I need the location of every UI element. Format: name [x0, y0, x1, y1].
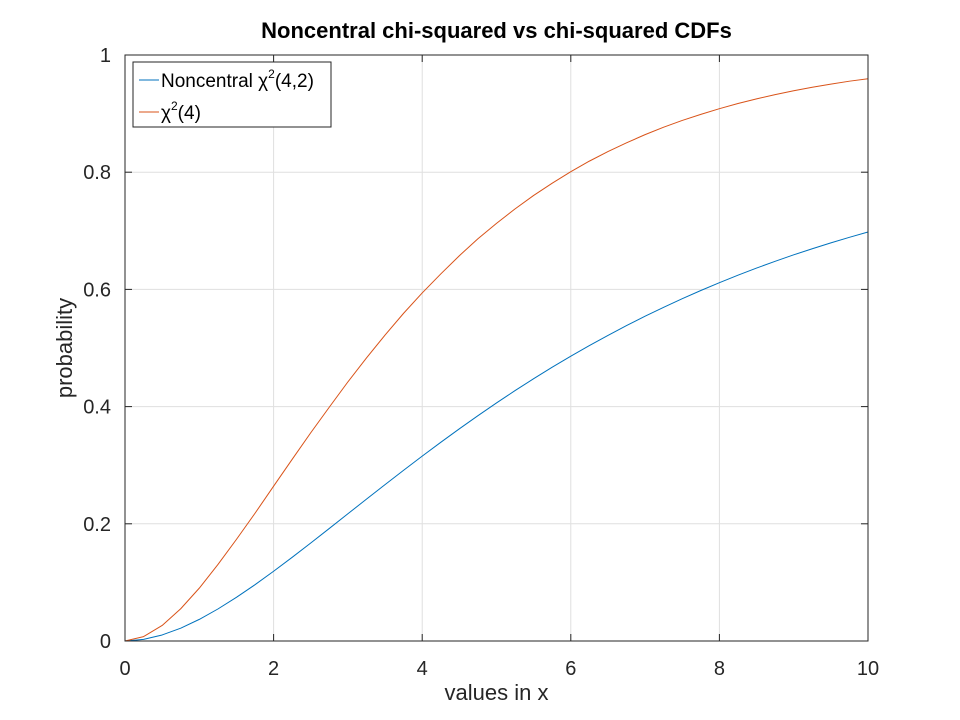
y-tick-label: 1 — [100, 45, 111, 67]
legend-label-1: χ2(4) — [161, 99, 201, 124]
chart-title: Noncentral chi-squared vs chi-squared CD… — [261, 18, 732, 43]
axis-ticks: 0 2 4 6 8 10 0 0.2 0.4 0.6 0.8 1 — [83, 45, 879, 680]
legend-label-text: χ — [161, 103, 171, 124]
legend-label-suffix: (4,2) — [275, 71, 314, 92]
x-tick-label: 6 — [565, 658, 576, 680]
axes-box — [124, 54, 869, 642]
series-line-0 — [124, 231, 869, 642]
legend-label-superscript: 2 — [171, 99, 178, 113]
x-tick-label: 8 — [714, 658, 725, 680]
x-tick-label: 4 — [417, 658, 428, 680]
series-line-1 — [124, 78, 869, 642]
x-tick-label: 10 — [857, 658, 879, 680]
legend-label-text: Noncentral χ — [161, 71, 268, 92]
legend-box — [132, 61, 332, 128]
series-lines — [124, 78, 869, 642]
legend-label-suffix: (4) — [178, 103, 201, 124]
legend-label-0: Noncentral χ2(4,2) — [161, 67, 314, 92]
y-axis-label: probability — [52, 298, 77, 398]
legend-label-superscript: 2 — [268, 67, 275, 81]
x-tick-label: 2 — [268, 658, 279, 680]
x-axis-label: values in x — [445, 680, 549, 705]
x-tick-label: 0 — [119, 658, 130, 680]
y-tick-label: 0.2 — [83, 514, 111, 536]
axes-background — [125, 55, 868, 641]
y-tick-label: 0.4 — [83, 397, 111, 419]
y-tick-label: 0.8 — [83, 162, 111, 184]
y-tick-label: 0 — [100, 631, 111, 653]
legend: Noncentral χ2(4,2)χ2(4) — [132, 61, 332, 128]
y-tick-label: 0.6 — [83, 279, 111, 301]
grid-lines — [124, 54, 869, 642]
